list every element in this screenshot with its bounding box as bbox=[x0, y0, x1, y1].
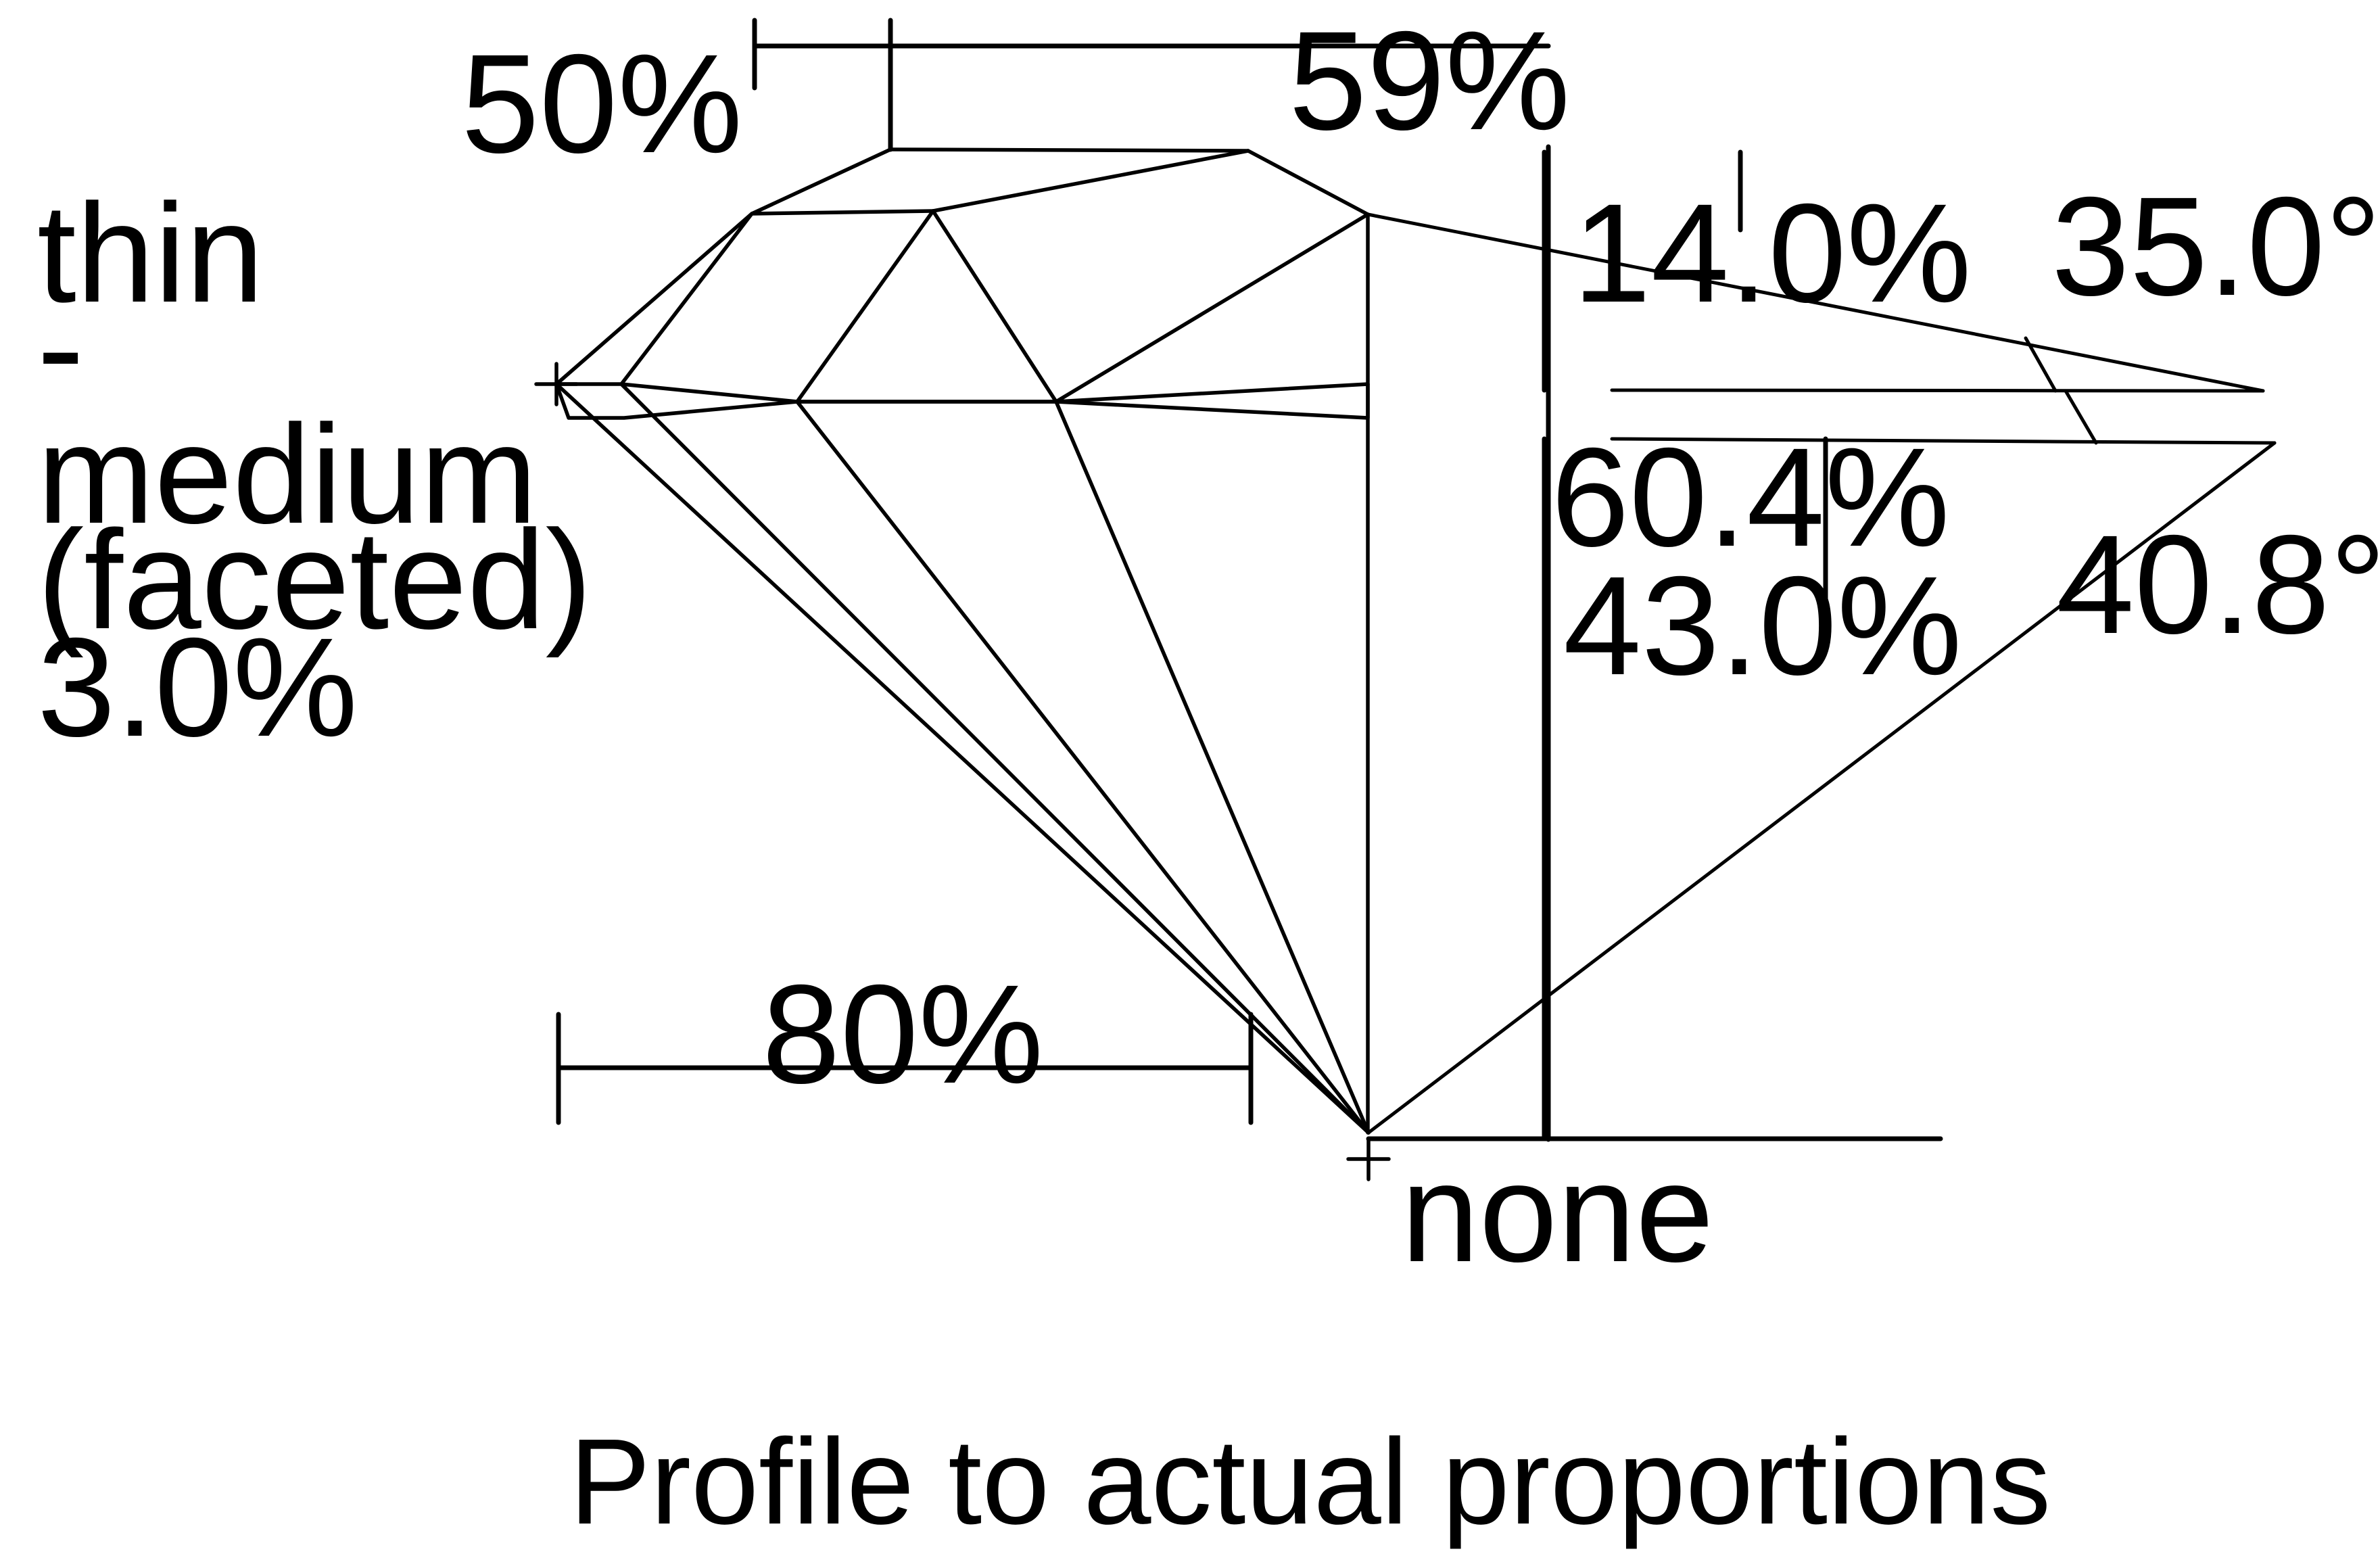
svg-text:50%: 50% bbox=[461, 26, 742, 183]
svg-text:3.0%: 3.0% bbox=[37, 609, 358, 766]
svg-text:43.0%: 43.0% bbox=[1563, 548, 1962, 705]
svg-text:none: none bbox=[1401, 1135, 1714, 1292]
svg-text:40.8°: 40.8° bbox=[2056, 506, 2380, 663]
svg-text:Profile to actual proportions: Profile to actual proportions bbox=[569, 1414, 2051, 1550]
svg-text:14.0%: 14.0% bbox=[1573, 175, 1972, 332]
svg-text:35.0°: 35.0° bbox=[2051, 168, 2380, 325]
svg-text:59%: 59% bbox=[1289, 3, 1570, 160]
svg-text:80%: 80% bbox=[762, 956, 1043, 1113]
